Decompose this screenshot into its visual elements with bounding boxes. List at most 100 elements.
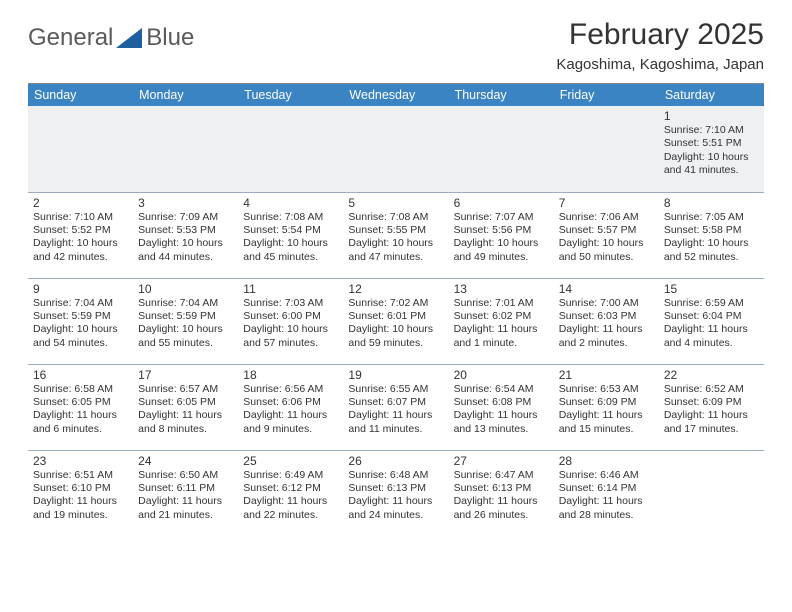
day-cell: 27Sunrise: 6:47 AMSunset: 6:13 PMDayligh… [449, 450, 554, 536]
day-cell: 20Sunrise: 6:54 AMSunset: 6:08 PMDayligh… [449, 364, 554, 450]
day-cell: 5Sunrise: 7:08 AMSunset: 5:55 PMDaylight… [343, 192, 448, 278]
day-number: 28 [559, 454, 654, 469]
day-number: 18 [243, 368, 338, 383]
day-details: Sunrise: 7:03 AMSunset: 6:00 PMDaylight:… [243, 297, 338, 351]
day-number: 10 [138, 282, 233, 297]
day-cell: 19Sunrise: 6:55 AMSunset: 6:07 PMDayligh… [343, 364, 448, 450]
day-cell: 10Sunrise: 7:04 AMSunset: 5:59 PMDayligh… [133, 278, 238, 364]
day-number: 8 [664, 196, 759, 211]
day-header: Thursday [449, 84, 554, 106]
calendar-table: SundayMondayTuesdayWednesdayThursdayFrid… [28, 84, 764, 536]
day-number: 2 [33, 196, 128, 211]
day-header: Wednesday [343, 84, 448, 106]
day-number: 24 [138, 454, 233, 469]
day-details: Sunrise: 7:08 AMSunset: 5:55 PMDaylight:… [348, 211, 443, 265]
week-row: 1Sunrise: 7:10 AMSunset: 5:51 PMDaylight… [28, 106, 764, 192]
day-details: Sunrise: 6:55 AMSunset: 6:07 PMDaylight:… [348, 383, 443, 437]
day-number: 23 [33, 454, 128, 469]
day-number: 19 [348, 368, 443, 383]
day-number: 26 [348, 454, 443, 469]
day-details: Sunrise: 6:57 AMSunset: 6:05 PMDaylight:… [138, 383, 233, 437]
location-subtitle: Kagoshima, Kagoshima, Japan [556, 56, 764, 73]
day-number: 13 [454, 282, 549, 297]
calendar-header-row: SundayMondayTuesdayWednesdayThursdayFrid… [28, 84, 764, 106]
empty-cell [238, 106, 343, 192]
day-number: 9 [33, 282, 128, 297]
day-cell: 15Sunrise: 6:59 AMSunset: 6:04 PMDayligh… [659, 278, 764, 364]
day-cell: 14Sunrise: 7:00 AMSunset: 6:03 PMDayligh… [554, 278, 659, 364]
empty-cell [554, 106, 659, 192]
day-number: 27 [454, 454, 549, 469]
day-cell: 9Sunrise: 7:04 AMSunset: 5:59 PMDaylight… [28, 278, 133, 364]
day-details: Sunrise: 6:52 AMSunset: 6:09 PMDaylight:… [664, 383, 759, 437]
day-details: Sunrise: 7:09 AMSunset: 5:53 PMDaylight:… [138, 211, 233, 265]
week-row: 23Sunrise: 6:51 AMSunset: 6:10 PMDayligh… [28, 450, 764, 536]
header: General Blue February 2025 Kagoshima, Ka… [28, 18, 764, 73]
day-cell: 4Sunrise: 7:08 AMSunset: 5:54 PMDaylight… [238, 192, 343, 278]
day-details: Sunrise: 7:02 AMSunset: 6:01 PMDaylight:… [348, 297, 443, 351]
day-details: Sunrise: 7:07 AMSunset: 5:56 PMDaylight:… [454, 211, 549, 265]
day-details: Sunrise: 7:04 AMSunset: 5:59 PMDaylight:… [33, 297, 128, 351]
day-details: Sunrise: 6:56 AMSunset: 6:06 PMDaylight:… [243, 383, 338, 437]
day-cell: 18Sunrise: 6:56 AMSunset: 6:06 PMDayligh… [238, 364, 343, 450]
calendar-body: 1Sunrise: 7:10 AMSunset: 5:51 PMDaylight… [28, 106, 764, 536]
day-cell: 24Sunrise: 6:50 AMSunset: 6:11 PMDayligh… [133, 450, 238, 536]
logo-text-part1: General [28, 24, 113, 51]
day-number: 22 [664, 368, 759, 383]
day-number: 25 [243, 454, 338, 469]
day-number: 15 [664, 282, 759, 297]
day-cell: 26Sunrise: 6:48 AMSunset: 6:13 PMDayligh… [343, 450, 448, 536]
day-header: Tuesday [238, 84, 343, 106]
week-row: 9Sunrise: 7:04 AMSunset: 5:59 PMDaylight… [28, 278, 764, 364]
day-details: Sunrise: 6:51 AMSunset: 6:10 PMDaylight:… [33, 469, 128, 523]
day-details: Sunrise: 6:50 AMSunset: 6:11 PMDaylight:… [138, 469, 233, 523]
day-cell: 21Sunrise: 6:53 AMSunset: 6:09 PMDayligh… [554, 364, 659, 450]
day-details: Sunrise: 7:10 AMSunset: 5:52 PMDaylight:… [33, 211, 128, 265]
logo: General Blue [28, 18, 194, 52]
empty-cell [343, 106, 448, 192]
empty-cell [28, 106, 133, 192]
day-cell: 13Sunrise: 7:01 AMSunset: 6:02 PMDayligh… [449, 278, 554, 364]
day-cell: 12Sunrise: 7:02 AMSunset: 6:01 PMDayligh… [343, 278, 448, 364]
day-number: 14 [559, 282, 654, 297]
day-details: Sunrise: 6:47 AMSunset: 6:13 PMDaylight:… [454, 469, 549, 523]
day-cell: 16Sunrise: 6:58 AMSunset: 6:05 PMDayligh… [28, 364, 133, 450]
day-details: Sunrise: 7:01 AMSunset: 6:02 PMDaylight:… [454, 297, 549, 351]
day-cell: 25Sunrise: 6:49 AMSunset: 6:12 PMDayligh… [238, 450, 343, 536]
day-cell: 11Sunrise: 7:03 AMSunset: 6:00 PMDayligh… [238, 278, 343, 364]
day-details: Sunrise: 7:00 AMSunset: 6:03 PMDaylight:… [559, 297, 654, 351]
day-number: 11 [243, 282, 338, 297]
day-cell: 1Sunrise: 7:10 AMSunset: 5:51 PMDaylight… [659, 106, 764, 192]
day-header: Saturday [659, 84, 764, 106]
day-cell: 17Sunrise: 6:57 AMSunset: 6:05 PMDayligh… [133, 364, 238, 450]
day-cell: 8Sunrise: 7:05 AMSunset: 5:58 PMDaylight… [659, 192, 764, 278]
day-details: Sunrise: 7:06 AMSunset: 5:57 PMDaylight:… [559, 211, 654, 265]
day-header: Sunday [28, 84, 133, 106]
day-number: 16 [33, 368, 128, 383]
day-details: Sunrise: 7:05 AMSunset: 5:58 PMDaylight:… [664, 211, 759, 265]
day-number: 4 [243, 196, 338, 211]
day-number: 6 [454, 196, 549, 211]
day-number: 17 [138, 368, 233, 383]
day-details: Sunrise: 6:53 AMSunset: 6:09 PMDaylight:… [559, 383, 654, 437]
day-cell: 23Sunrise: 6:51 AMSunset: 6:10 PMDayligh… [28, 450, 133, 536]
empty-cell [659, 450, 764, 536]
day-number: 1 [664, 109, 759, 124]
logo-triangle-icon [116, 26, 142, 48]
day-details: Sunrise: 7:10 AMSunset: 5:51 PMDaylight:… [664, 124, 759, 178]
day-header: Monday [133, 84, 238, 106]
week-row: 16Sunrise: 6:58 AMSunset: 6:05 PMDayligh… [28, 364, 764, 450]
day-number: 5 [348, 196, 443, 211]
empty-cell [133, 106, 238, 192]
logo-text-part2: Blue [146, 24, 194, 51]
day-cell: 6Sunrise: 7:07 AMSunset: 5:56 PMDaylight… [449, 192, 554, 278]
day-number: 12 [348, 282, 443, 297]
day-details: Sunrise: 7:04 AMSunset: 5:59 PMDaylight:… [138, 297, 233, 351]
day-cell: 7Sunrise: 7:06 AMSunset: 5:57 PMDaylight… [554, 192, 659, 278]
day-number: 3 [138, 196, 233, 211]
day-details: Sunrise: 6:54 AMSunset: 6:08 PMDaylight:… [454, 383, 549, 437]
day-cell: 3Sunrise: 7:09 AMSunset: 5:53 PMDaylight… [133, 192, 238, 278]
week-row: 2Sunrise: 7:10 AMSunset: 5:52 PMDaylight… [28, 192, 764, 278]
day-details: Sunrise: 7:08 AMSunset: 5:54 PMDaylight:… [243, 211, 338, 265]
day-number: 20 [454, 368, 549, 383]
